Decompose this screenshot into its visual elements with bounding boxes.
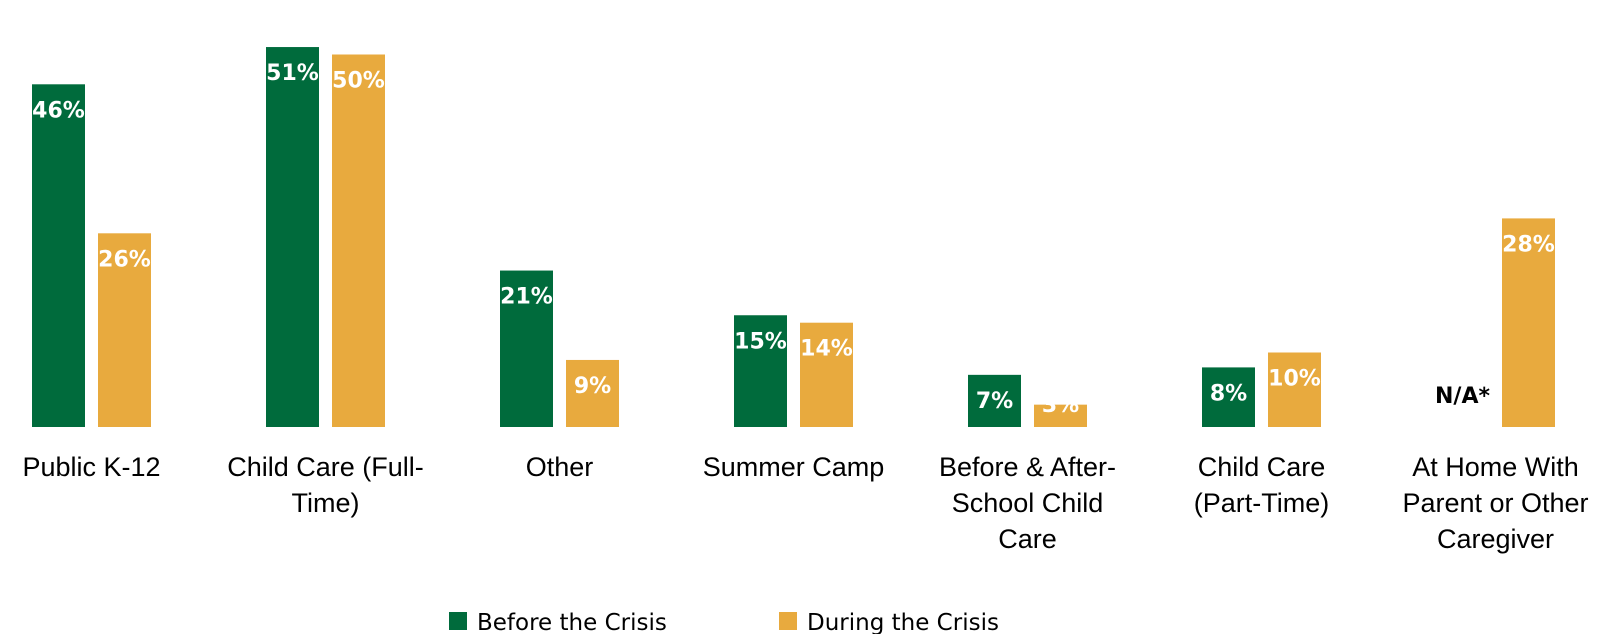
value-label-before-6: N/A* bbox=[1435, 384, 1490, 409]
bar-before-2 bbox=[500, 270, 553, 427]
category-label-line: Summer Camp bbox=[703, 452, 885, 482]
category-label-line: (Part-Time) bbox=[1194, 488, 1330, 518]
bar-during-3 bbox=[800, 322, 853, 427]
value-labels-layer: 46% 26% 51% 50% 21% 9% 15% 14% 7% 3% 8% 10% N/A* 28% bbox=[32, 61, 1555, 418]
legend-label-during: During the Crisis bbox=[807, 610, 999, 634]
value-label-during-5: 10% bbox=[1268, 367, 1321, 392]
category-label-4: Before & After- School Child Care bbox=[939, 452, 1116, 554]
category-label-line: School Child bbox=[952, 488, 1104, 518]
category-label-2: Other bbox=[526, 452, 594, 482]
bar-before-0 bbox=[32, 84, 85, 428]
bar-during-4 bbox=[1034, 404, 1087, 427]
category-label-3: Summer Camp bbox=[703, 452, 885, 482]
category-label-line: Parent or Other bbox=[1402, 488, 1588, 518]
bar-during-1 bbox=[332, 54, 385, 427]
category-label-line: Child Care (Full- bbox=[227, 452, 424, 482]
value-label-during-4: 3% bbox=[1042, 393, 1079, 418]
value-label-before-5: 8% bbox=[1210, 381, 1247, 406]
value-label-before-4: 7% bbox=[976, 389, 1013, 414]
value-label-during-3: 14% bbox=[800, 337, 853, 362]
value-label-during-2: 9% bbox=[574, 374, 611, 399]
bar-before-4 bbox=[968, 374, 1021, 427]
bar-during-2 bbox=[566, 359, 619, 427]
value-label-before-2: 21% bbox=[500, 285, 553, 310]
bar-before-5 bbox=[1202, 367, 1255, 427]
category-labels-layer: Public K-12 Child Care (Full- Time) Other Su… bbox=[22, 452, 1588, 554]
value-label-during-0: 26% bbox=[98, 247, 151, 272]
bar-before-1 bbox=[266, 47, 319, 428]
category-label-line: Before & After- bbox=[939, 452, 1116, 482]
value-label-during-6: 28% bbox=[1502, 232, 1555, 257]
category-label-6: At Home With Parent or Other Caregiver bbox=[1402, 452, 1588, 554]
category-label-line: Time) bbox=[292, 488, 360, 518]
bar-during-5 bbox=[1268, 352, 1321, 427]
value-label-before-3: 15% bbox=[734, 329, 787, 354]
bar-during-6 bbox=[1502, 218, 1555, 427]
bars-layer bbox=[32, 47, 1555, 428]
category-label-line: Caregiver bbox=[1437, 524, 1554, 554]
bar-during-0 bbox=[98, 233, 151, 427]
category-label-line: At Home With bbox=[1412, 452, 1579, 482]
category-label-line: Care bbox=[998, 524, 1057, 554]
legend-swatch-before bbox=[449, 612, 467, 630]
category-label-1: Child Care (Full- Time) bbox=[227, 452, 424, 518]
category-label-line: Public K-12 bbox=[22, 452, 160, 482]
value-label-before-0: 46% bbox=[32, 98, 85, 123]
category-label-0: Public K-12 bbox=[22, 452, 160, 482]
legend-swatch-during bbox=[779, 612, 797, 630]
category-label-line: Child Care bbox=[1198, 452, 1326, 482]
value-label-during-1: 50% bbox=[332, 69, 385, 94]
category-label-5: Child Care (Part-Time) bbox=[1194, 452, 1330, 518]
legend-label-before: Before the Crisis bbox=[477, 610, 667, 634]
bar-before-3 bbox=[734, 315, 787, 427]
value-label-before-1: 51% bbox=[266, 61, 319, 86]
category-label-line: Other bbox=[526, 452, 594, 482]
legend: Before the Crisis During the Crisis bbox=[449, 610, 999, 634]
